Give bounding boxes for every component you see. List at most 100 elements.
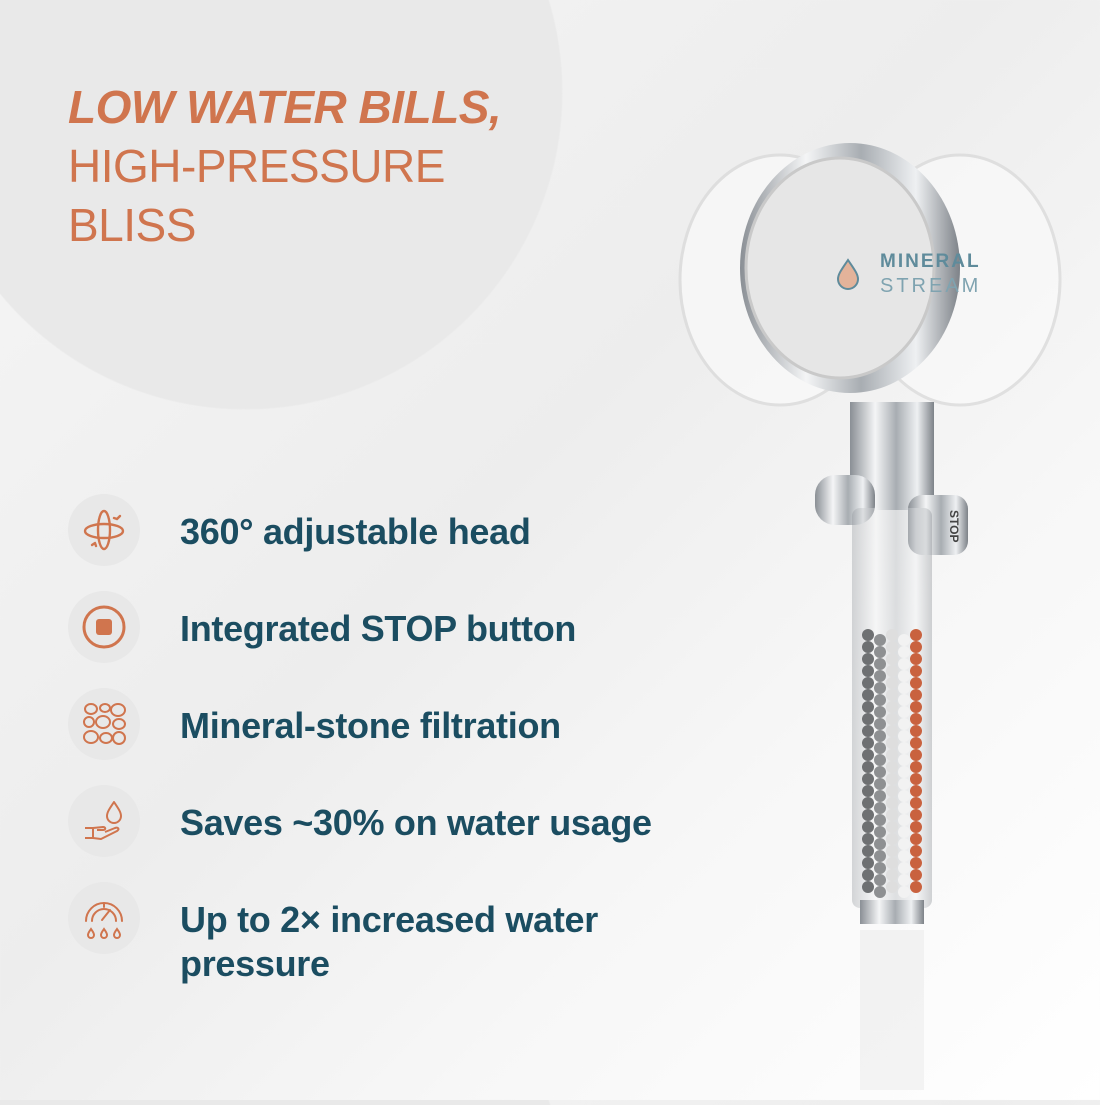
brand-name-line1: MINERAL xyxy=(880,251,981,272)
mineral-bead xyxy=(898,754,910,766)
mineral-bead xyxy=(886,881,898,893)
mineral-bead xyxy=(886,773,898,785)
mineral-bead xyxy=(862,749,874,761)
headline: LOW WATER BILLS, HIGH-PRESSURE BLISS xyxy=(68,78,548,255)
mineral-bead xyxy=(886,689,898,701)
mineral-bead xyxy=(874,814,886,826)
mineral-bead xyxy=(910,713,922,725)
feature-item: 360° adjustable head xyxy=(68,494,668,566)
mineral-bead xyxy=(898,730,910,742)
mineral-bead xyxy=(874,754,886,766)
hand-water-drop-icon xyxy=(68,785,140,857)
feature-item: Integrated STOP button xyxy=(68,591,668,663)
mineral-bead xyxy=(874,766,886,778)
mineral-bead xyxy=(898,838,910,850)
mineral-bead xyxy=(874,670,886,682)
mineral-bead xyxy=(898,706,910,718)
mineral-bead xyxy=(910,857,922,869)
mineral-bead xyxy=(862,665,874,677)
mineral-bead xyxy=(874,826,886,838)
mineral-bead xyxy=(886,761,898,773)
mineral-bead xyxy=(898,778,910,790)
mineral-bead xyxy=(910,749,922,761)
mineral-bead xyxy=(898,742,910,754)
mineral-bead xyxy=(862,737,874,749)
mineral-bead xyxy=(910,761,922,773)
mineral-bead xyxy=(910,665,922,677)
mineral-bead xyxy=(886,629,898,641)
mineral-bead xyxy=(898,718,910,730)
pressure-gauge-icon xyxy=(68,882,140,954)
mineral-bead xyxy=(862,641,874,653)
mineral-bead xyxy=(910,725,922,737)
mineral-bead xyxy=(874,658,886,670)
mineral-bead xyxy=(898,646,910,658)
mineral-bead xyxy=(910,833,922,845)
mineral-bead xyxy=(874,802,886,814)
mineral-bead xyxy=(910,809,922,821)
mineral-bead xyxy=(910,737,922,749)
mineral-bead xyxy=(898,670,910,682)
mineral-bead xyxy=(910,677,922,689)
mineral-bead xyxy=(898,826,910,838)
mineral-bead xyxy=(874,706,886,718)
feature-label: Up to 2× increased water pressure xyxy=(180,899,598,984)
mineral-bead xyxy=(910,785,922,797)
feature-label: Integrated STOP button xyxy=(180,608,577,649)
mineral-bead xyxy=(874,634,886,646)
mineral-bead xyxy=(862,677,874,689)
headline-line2: HIGH-PRESSURE xyxy=(68,140,445,192)
mineral-bead xyxy=(862,833,874,845)
mineral-bead xyxy=(862,869,874,881)
mineral-bead xyxy=(886,857,898,869)
mineral-bead xyxy=(874,646,886,658)
mineral-bead xyxy=(898,790,910,802)
mineral-bead xyxy=(898,802,910,814)
feature-item: Saves ~30% on water usage xyxy=(68,785,668,857)
feature-label: Saves ~30% on water usage xyxy=(180,802,652,843)
mineral-bead xyxy=(862,821,874,833)
mineral-bead xyxy=(910,869,922,881)
mineral-bead xyxy=(910,689,922,701)
mineral-bead xyxy=(898,874,910,886)
mineral-bead xyxy=(886,749,898,761)
brand-name-line2: STREAM xyxy=(880,275,981,297)
mineral-bead xyxy=(898,814,910,826)
mineral-bead xyxy=(910,881,922,893)
mineral-bead xyxy=(874,730,886,742)
mineral-bead xyxy=(910,821,922,833)
mineral-bead xyxy=(862,725,874,737)
mineral-bead xyxy=(862,773,874,785)
mineral-bead xyxy=(898,682,910,694)
mineral-bead xyxy=(886,653,898,665)
mineral-bead xyxy=(862,629,874,641)
headline-line3: BLISS xyxy=(68,199,196,251)
mineral-bead xyxy=(874,778,886,790)
mineral-bead xyxy=(874,886,886,898)
feature-label: 360° adjustable head xyxy=(180,511,531,552)
mineral-bead xyxy=(874,694,886,706)
mineral-bead xyxy=(862,689,874,701)
mineral-bead xyxy=(886,785,898,797)
mineral-bead xyxy=(874,850,886,862)
mineral-bead xyxy=(898,766,910,778)
mineral-bead xyxy=(910,773,922,785)
mineral-bead xyxy=(862,653,874,665)
mineral-bead xyxy=(862,761,874,773)
mineral-stones-icon xyxy=(68,688,140,760)
mineral-bead xyxy=(874,682,886,694)
mineral-bead xyxy=(874,862,886,874)
mineral-bead xyxy=(898,862,910,874)
mineral-bead xyxy=(862,701,874,713)
mineral-bead xyxy=(886,725,898,737)
mineral-bead xyxy=(910,641,922,653)
mineral-bead xyxy=(910,797,922,809)
mineral-bead xyxy=(874,874,886,886)
mineral-bead xyxy=(886,641,898,653)
feature-item: Up to 2× increased water pressure xyxy=(68,882,668,986)
mineral-bead xyxy=(886,713,898,725)
mineral-bead xyxy=(862,845,874,857)
mineral-bead xyxy=(886,737,898,749)
mineral-bead xyxy=(874,742,886,754)
rotate-360-icon xyxy=(68,494,140,566)
